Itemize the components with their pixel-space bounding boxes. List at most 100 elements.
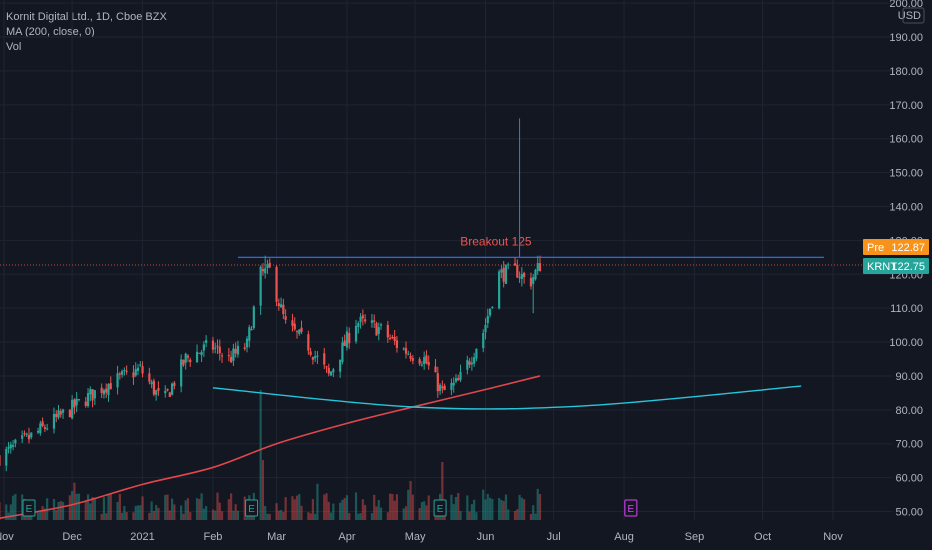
grid	[0, 0, 892, 520]
candle-body	[425, 355, 428, 364]
volume-bar	[102, 497, 106, 520]
candle-body	[232, 348, 235, 361]
price-tick-label: 100.00	[889, 337, 923, 349]
volume-bar	[538, 494, 542, 520]
time-tick-label: Jun	[477, 531, 495, 543]
candle-body	[102, 390, 106, 395]
candle-body	[516, 265, 519, 278]
price-tick-label: 160.00	[889, 134, 923, 146]
time-tick-label: Oct	[754, 531, 771, 543]
time-axis[interactable]: Nov Dec 2021 Feb Mar Apr May Jun Jul Aug Sep Oct Nov	[0, 531, 843, 543]
time-tick-label: 2021	[130, 531, 154, 543]
volume-bar	[234, 504, 237, 520]
volume-bar	[132, 512, 135, 520]
volume-bar	[52, 499, 56, 520]
volume-bar	[532, 505, 535, 520]
candle-body	[180, 359, 183, 387]
candle-body	[500, 269, 503, 273]
volume-bar	[529, 513, 533, 520]
volume-bar	[311, 499, 314, 520]
candle-body	[202, 344, 205, 351]
volume-bar	[534, 513, 537, 520]
candle-body	[250, 329, 253, 331]
volume-bar	[9, 504, 12, 520]
candle-body	[536, 263, 539, 271]
candle-body	[248, 327, 251, 341]
candle-body	[84, 401, 87, 406]
time-tick-label: Feb	[203, 531, 222, 543]
volume-bar	[314, 513, 317, 520]
rounding-curve	[212, 385, 802, 410]
volume-bar	[218, 502, 221, 520]
price-axis[interactable]: 50.0060.0070.0080.0090.00100.00110.00120…	[889, 0, 932, 550]
volume-bar	[473, 499, 476, 520]
volume-bar	[164, 494, 167, 520]
candle-body	[507, 264, 510, 266]
candle-body	[279, 304, 283, 308]
candle-body	[373, 320, 376, 322]
candle-body	[100, 387, 103, 393]
candle-body	[454, 378, 458, 382]
candle-body	[55, 413, 58, 418]
volume-bar	[84, 501, 87, 520]
candle-body	[379, 324, 383, 326]
curve-drawing-group	[212, 385, 802, 410]
volume-bar	[507, 509, 510, 520]
candle-body	[291, 320, 294, 326]
candle-body	[520, 274, 523, 279]
candle-body	[389, 337, 392, 339]
candle-body	[5, 448, 8, 466]
candle-body	[109, 383, 112, 390]
volume-bar	[155, 505, 158, 520]
time-tick-label: Jul	[547, 531, 561, 543]
candle-body	[150, 381, 153, 385]
candle-body	[491, 306, 494, 308]
candle-body	[325, 366, 328, 368]
candle-body	[482, 333, 485, 349]
candle-body	[295, 331, 299, 333]
candle-body	[423, 357, 426, 364]
candle-body	[11, 445, 15, 447]
volume-bar	[170, 498, 174, 520]
candle-body	[75, 398, 78, 406]
candle-body	[459, 371, 462, 380]
volume-bar	[261, 460, 265, 520]
candle-body	[0, 455, 1, 466]
candle-body	[73, 399, 76, 408]
earnings-label: E	[628, 504, 635, 515]
candle-body	[195, 351, 199, 363]
candle-body	[393, 336, 396, 341]
volume-bar	[427, 495, 430, 520]
volume-bar	[275, 503, 278, 520]
volume-bar	[484, 499, 487, 520]
earnings-icon	[22, 499, 36, 517]
time-tick-label: Mar	[267, 531, 286, 543]
candle-body	[116, 373, 119, 388]
volume-bar	[457, 493, 460, 520]
candle-body	[341, 342, 344, 363]
candle-body	[105, 388, 108, 393]
volume-bar	[354, 492, 358, 520]
volume-bar	[259, 390, 262, 520]
candle-body	[323, 353, 326, 365]
volume-bar	[329, 512, 333, 520]
candle-body	[538, 263, 542, 272]
candle-body	[25, 433, 28, 435]
volume-bar	[386, 512, 389, 520]
currency-label: USD	[898, 10, 921, 22]
price-tick-label: 200.00	[889, 0, 923, 10]
price-tag-name: KRNT	[867, 261, 897, 273]
price-tick-label: 140.00	[889, 201, 923, 213]
volume-bar	[486, 493, 489, 520]
symbol-title[interactable]: Kornit Digital Ltd., 1D, Cboe BZX	[6, 11, 167, 23]
volume-bar	[43, 508, 46, 520]
candle-body	[43, 427, 46, 429]
candle-body	[264, 268, 267, 274]
candle-body	[107, 384, 110, 396]
volume-bar	[148, 512, 151, 520]
volume-bar	[359, 513, 362, 520]
candle-body	[134, 369, 137, 376]
candle-body	[468, 361, 471, 365]
volume-indicator-label[interactable]: Vol	[6, 41, 22, 53]
